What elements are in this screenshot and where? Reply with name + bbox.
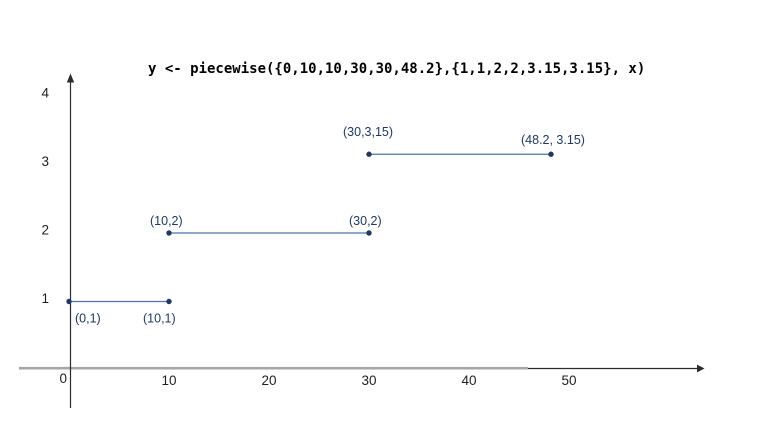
y-tick-label: 2	[41, 223, 49, 238]
x-tick-label: 30	[361, 373, 376, 388]
y-tick-label: 4	[41, 86, 49, 101]
point-label: (48.2, 3.15)	[521, 133, 585, 147]
x-axis-arrowhead-icon	[697, 364, 705, 373]
data-point	[66, 298, 72, 305]
x-tick-label: 20	[261, 373, 276, 388]
data-point	[166, 230, 172, 236]
point-label: (0,1)	[75, 312, 101, 326]
x-tick-label: 50	[561, 373, 576, 388]
y-tick-label: 1	[41, 291, 49, 306]
data-point	[166, 298, 172, 305]
point-label: (10,2)	[150, 214, 183, 228]
point-label: (30,3,15)	[343, 125, 393, 139]
y-tick-label: 3	[41, 154, 49, 169]
point-label: (30,2)	[349, 214, 382, 228]
data-point	[366, 151, 372, 157]
x-tick-label: 10	[161, 373, 176, 388]
data-point	[548, 151, 554, 157]
x-tick-label: 40	[461, 373, 476, 388]
point-label: (10,1)	[143, 312, 176, 326]
y-axis-arrowhead-icon	[66, 73, 75, 83]
plot-title: y <- piecewise({0,10,10,30,30,48.2},{1,1…	[148, 61, 646, 77]
origin-tick-label: 0	[59, 371, 67, 386]
data-point	[366, 230, 372, 236]
